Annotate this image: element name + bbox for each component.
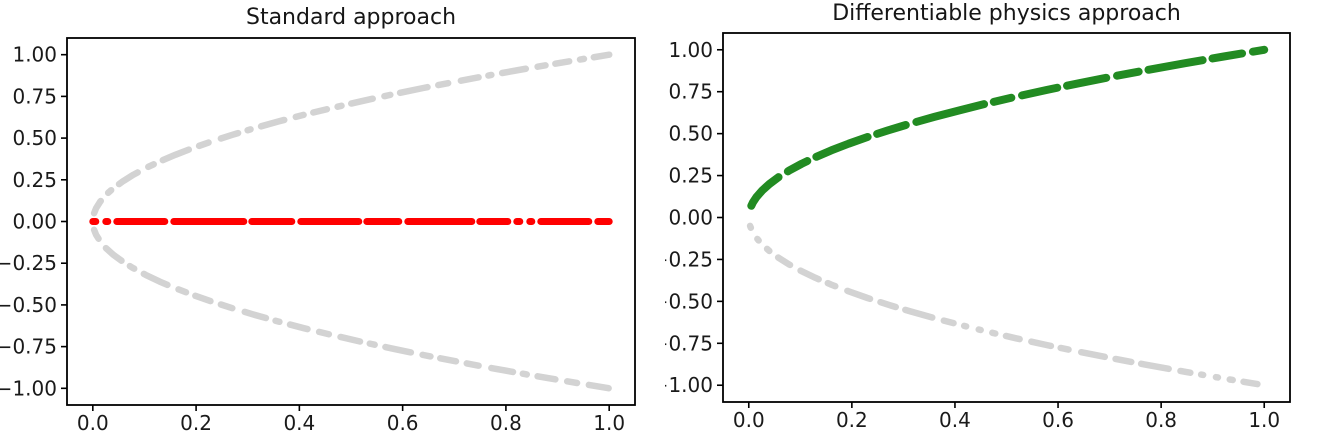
right-plot-canvas: 0.0 0.2 0.4 0.6 0.8 1.0 1.00 0.75 0.50 0.25 0.00 −0… [665,32,1291,432]
series-data-lower-branch [90,226,613,392]
y-tick-label: 0.25 [668,164,713,188]
x-tick-label: 0.6 [1042,408,1074,432]
series-data-upper-branch [90,51,613,217]
x-tick-label: 1.0 [593,411,625,435]
left-plot-canvas: 0.0 0.2 0.4 0.6 0.8 1.0 1.00 0.75 0.50 0.25 0.00 −0… [0,37,636,435]
y-tick-label: 0.00 [12,210,57,234]
x-tick-label: 0.4 [939,408,971,432]
y-tick-label: −0.75 [665,331,713,355]
y-tick-label: −1.00 [665,373,713,397]
y-tick-label: −0.25 [0,251,57,275]
x-tick-label: 0.0 [733,408,765,432]
right-plot-title: Differentiable physics approach [832,1,1181,26]
x-tick-label: 0.6 [387,411,419,435]
series-data-lower-branch [746,222,1268,389]
x-tick-label: 0.2 [180,411,212,435]
x-tick-label: 0.0 [77,411,109,435]
y-tick-label: 0.75 [12,84,57,108]
x-tick-label: 1.0 [1248,408,1280,432]
x-tick-label: 0.8 [1145,408,1177,432]
x-tick-label: 0.8 [490,411,522,435]
x-tick-label: 0.2 [836,408,868,432]
y-tick-label: 1.00 [12,43,57,67]
y-tick-label: −0.50 [0,293,57,317]
y-tick-label: 0.50 [668,122,713,146]
series-dp-prediction-upper-branch [747,45,1269,210]
y-tick-label: 0.75 [668,80,713,104]
y-tick-label: −0.75 [0,335,57,359]
y-tick-label: −0.25 [665,247,713,271]
y-tick-label: 0.50 [12,126,57,150]
y-tick-label: −1.00 [0,376,57,400]
x-tick-label: 0.4 [283,411,315,435]
y-tick-label: 0.00 [668,206,713,230]
y-tick-label: −0.50 [665,289,713,313]
axes-frame [722,32,1291,403]
left-plot-title: Standard approach [245,5,457,30]
y-tick-label: 1.00 [668,38,713,62]
y-tick-label: 0.25 [12,168,57,192]
